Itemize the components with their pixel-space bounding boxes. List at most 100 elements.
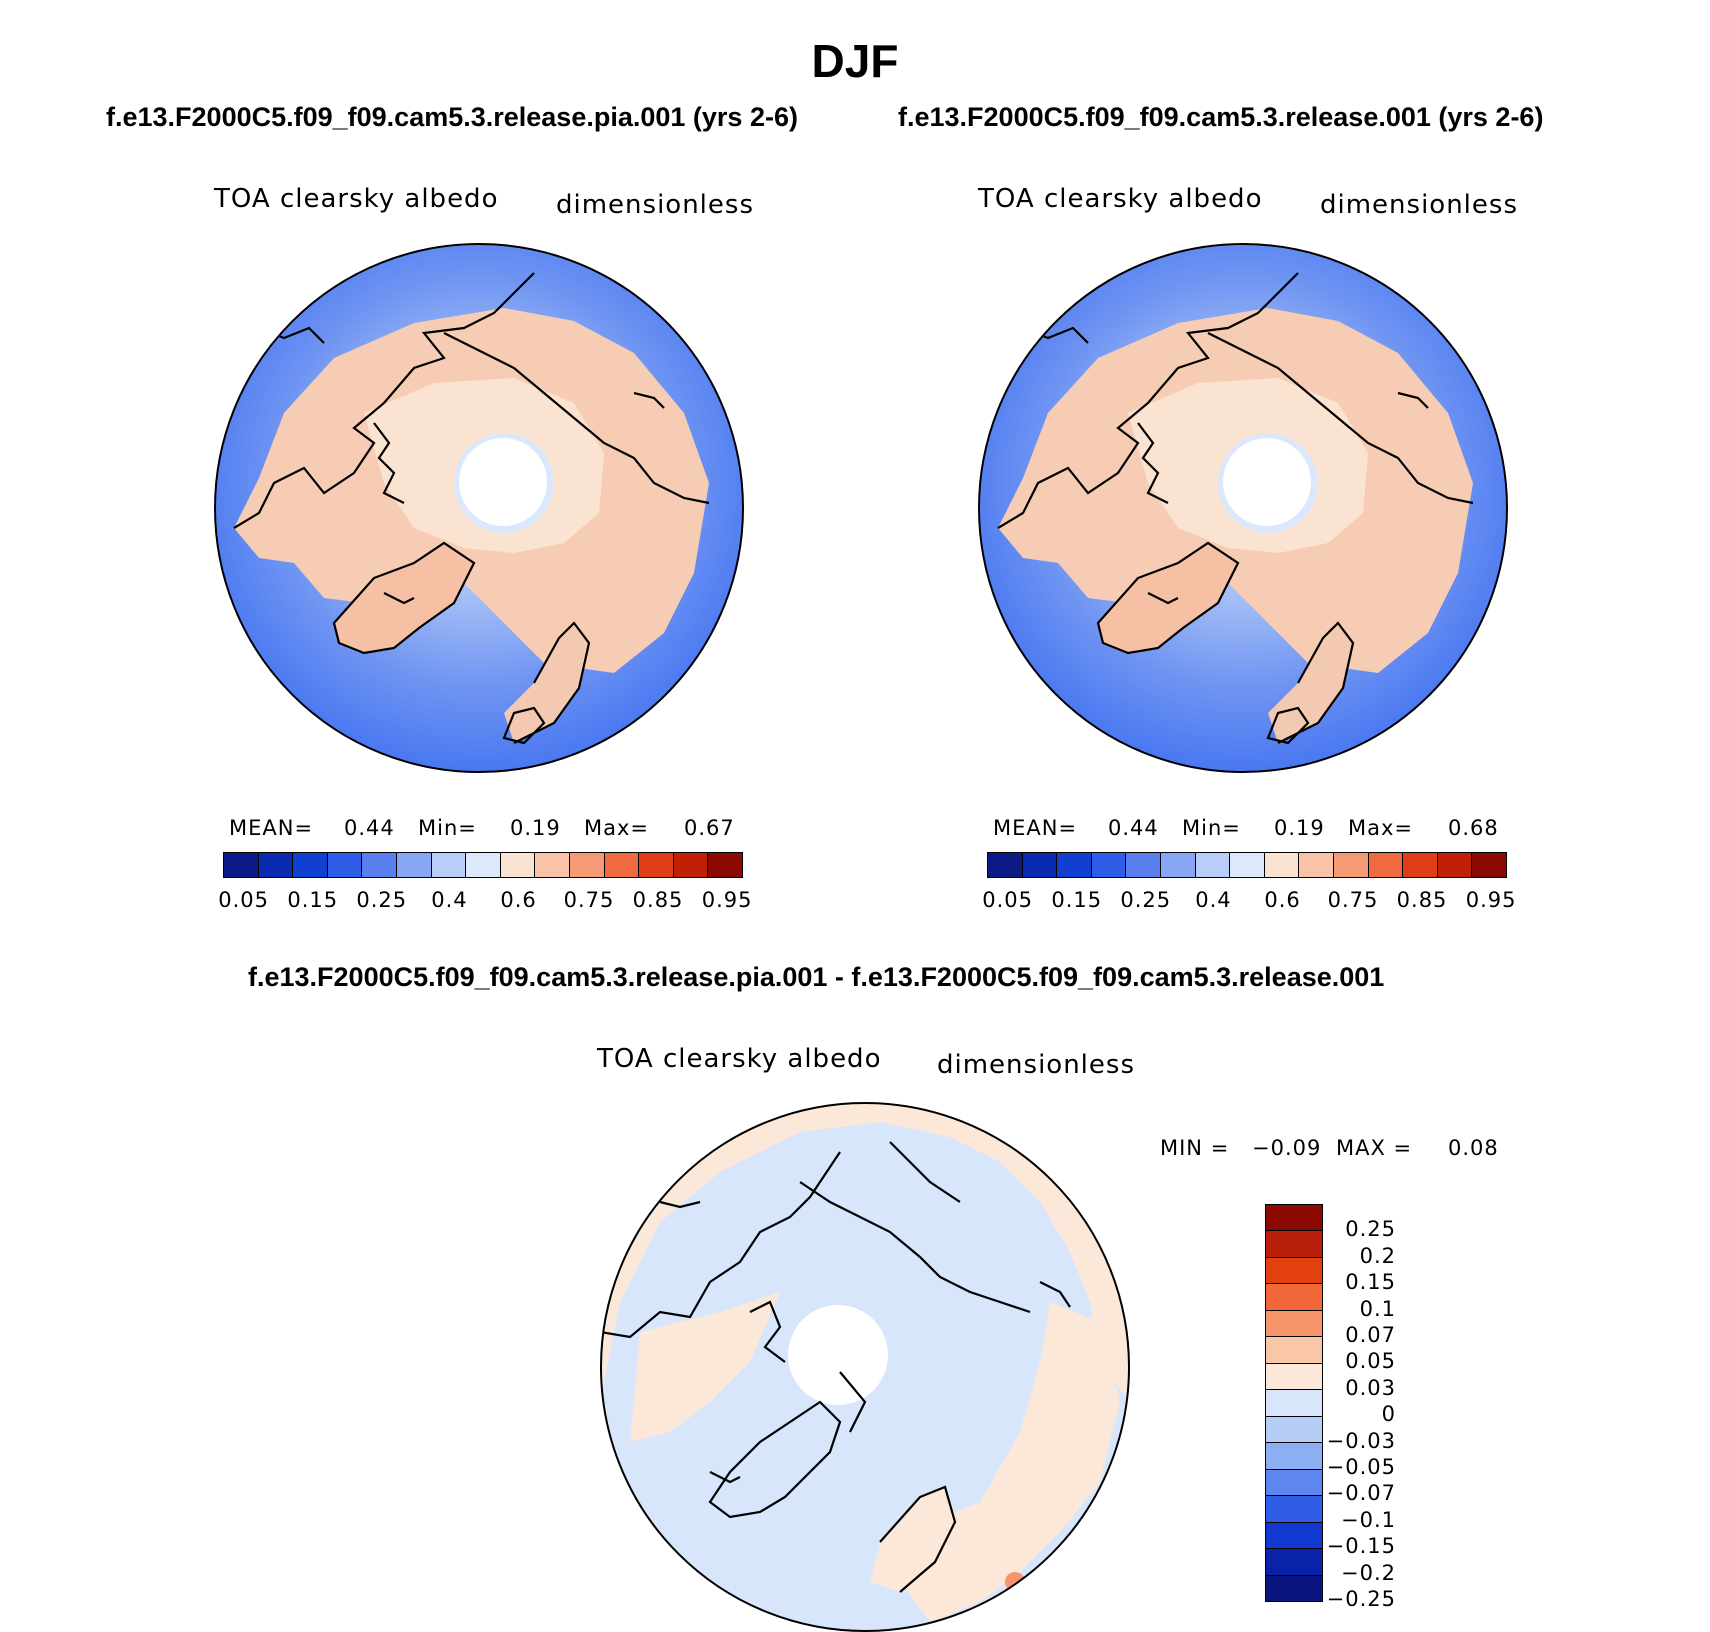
colorbar-swatch bbox=[708, 853, 742, 877]
colorbar-swatch bbox=[258, 853, 294, 877]
colorbar-swatch bbox=[1266, 1522, 1322, 1550]
panel-2-mean-value: 0.44 bbox=[1108, 816, 1159, 840]
colorbar-panel-2 bbox=[987, 852, 1507, 878]
colorbar-swatch bbox=[1266, 1390, 1322, 1417]
colorbar-tick-label: 0.4 bbox=[431, 888, 468, 912]
colorbar-tick-label: 0.25 bbox=[1345, 1217, 1396, 1242]
coastlines bbox=[233, 272, 710, 745]
colorbar-tick-label: 0.15 bbox=[1051, 888, 1103, 912]
colorbar-difference bbox=[1265, 1204, 1323, 1602]
colorbar-tick-label: 0.15 bbox=[287, 888, 339, 912]
polar-map-panel-1 bbox=[214, 243, 744, 773]
colorbar-swatch bbox=[1266, 1337, 1322, 1364]
colorbar-tick-label: 0.15 bbox=[1345, 1270, 1396, 1295]
colorbar-swatch bbox=[500, 853, 536, 877]
diff-min-label: MIN = bbox=[1160, 1136, 1230, 1160]
colorbar-tick-label: 0.2 bbox=[1359, 1243, 1396, 1268]
colorbar-swatch bbox=[604, 853, 640, 877]
colorbar-swatch bbox=[1266, 1549, 1322, 1576]
coastlines bbox=[601, 1141, 1071, 1593]
colorbar-swatch bbox=[1403, 853, 1438, 877]
colorbar-swatch bbox=[1057, 853, 1092, 877]
colorbar-tick-label: 0.07 bbox=[1345, 1323, 1396, 1347]
panel-2-case-title: f.e13.F2000C5.f09_f09.cam5.3.release.001… bbox=[898, 102, 1544, 132]
colorbar-swatch bbox=[673, 853, 709, 877]
colorbar-tick-label: 0.05 bbox=[1345, 1349, 1396, 1374]
colorbar-swatch bbox=[1368, 853, 1404, 877]
colorbar-tick-label: 0.6 bbox=[1264, 888, 1301, 912]
positive-difference-region-2 bbox=[630, 1292, 780, 1442]
colorbar-swatch bbox=[362, 853, 397, 877]
colorbar-swatch bbox=[1266, 1231, 1322, 1258]
colorbar-swatch bbox=[535, 853, 570, 877]
colorbar-swatch bbox=[1437, 853, 1473, 877]
colorbar-swatch bbox=[1266, 1257, 1322, 1285]
colorbar-tick-label: −0.15 bbox=[1326, 1534, 1396, 1559]
colorbar-tick-label: 0.05 bbox=[982, 888, 1034, 912]
europe-land-region bbox=[504, 623, 589, 743]
greenland-region bbox=[1098, 543, 1238, 653]
colorbar-tick-label: 0.6 bbox=[500, 888, 537, 912]
colorbar-tick-label: 0.25 bbox=[1120, 888, 1172, 912]
pole-hole bbox=[1223, 438, 1311, 526]
panel-2-variable-label: TOA clearsky albedo bbox=[978, 184, 1263, 214]
panel-2-max-label: Max= bbox=[1348, 816, 1414, 840]
colorbar-tick-label: −0.2 bbox=[1341, 1560, 1396, 1585]
colorbar-tick-label: 0.03 bbox=[1345, 1375, 1396, 1400]
pole-hole bbox=[788, 1305, 888, 1405]
colorbar-swatch bbox=[1022, 853, 1058, 877]
colorbar-swatch bbox=[1472, 853, 1506, 877]
panel-1-min-label: Min= bbox=[418, 816, 477, 840]
diff-min-value: −0.09 bbox=[1252, 1136, 1322, 1160]
colorbar-tick-label: 0.4 bbox=[1195, 888, 1232, 912]
colorbar-tick-label: 0.85 bbox=[1396, 888, 1448, 912]
colorbar-swatch bbox=[396, 853, 432, 877]
diff-max-value: 0.08 bbox=[1448, 1136, 1499, 1160]
panel-2-min-label: Min= bbox=[1182, 816, 1241, 840]
colorbar-swatch bbox=[1266, 1284, 1322, 1311]
panel-2-units-label: dimensionless bbox=[1320, 190, 1518, 220]
diff-case-title: f.e13.F2000C5.f09_f09.cam5.3.release.pia… bbox=[248, 962, 1385, 992]
panel-2-min-value: 0.19 bbox=[1274, 816, 1325, 840]
colorbar-swatch bbox=[1266, 1363, 1322, 1391]
colorbar-swatch bbox=[1126, 853, 1161, 877]
colorbar-panel-1 bbox=[223, 852, 743, 878]
panel-1-mean-value: 0.44 bbox=[344, 816, 395, 840]
colorbar-swatch bbox=[224, 853, 259, 877]
diff-variable-label: TOA clearsky albedo bbox=[597, 1044, 882, 1074]
colorbar-swatch bbox=[327, 853, 363, 877]
colorbar-swatch bbox=[466, 853, 501, 877]
colorbar-tick-label: 0.75 bbox=[563, 888, 615, 912]
colorbar-swatch bbox=[1160, 853, 1196, 877]
colorbar-swatch bbox=[293, 853, 328, 877]
colorbar-tick-label: 0.25 bbox=[356, 888, 408, 912]
panel-1-variable-label: TOA clearsky albedo bbox=[214, 184, 499, 214]
colorbar-tick-label: 0.95 bbox=[1465, 888, 1517, 912]
polar-map-difference bbox=[600, 1102, 1130, 1632]
europe-land-region bbox=[1268, 623, 1353, 743]
panel-2-max-value: 0.68 bbox=[1448, 816, 1499, 840]
colorbar-swatch bbox=[1266, 1205, 1322, 1232]
colorbar-tick-label: 0.75 bbox=[1327, 888, 1379, 912]
colorbar-tick-label: 0.05 bbox=[218, 888, 270, 912]
panel-1-mean-label: MEAN= bbox=[229, 816, 314, 840]
colorbar-swatch bbox=[1266, 1310, 1322, 1338]
diff-units-label: dimensionless bbox=[937, 1050, 1135, 1080]
colorbar-tick-label: 0.95 bbox=[701, 888, 753, 912]
panel-1-max-label: Max= bbox=[584, 816, 650, 840]
colorbar-swatch bbox=[1091, 853, 1127, 877]
panel-1-units-label: dimensionless bbox=[556, 190, 754, 220]
figure-title: DJF bbox=[811, 35, 899, 87]
map-boundary bbox=[978, 243, 1508, 773]
coastlines bbox=[997, 272, 1474, 745]
panel-1-max-value: 0.67 bbox=[684, 816, 735, 840]
colorbar-swatch bbox=[1299, 853, 1334, 877]
colorbar-tick-label: −0.25 bbox=[1326, 1587, 1396, 1611]
colorbar-swatch bbox=[569, 853, 605, 877]
colorbar-swatch bbox=[1266, 1575, 1322, 1602]
colorbar-tick-label: −0.05 bbox=[1326, 1455, 1396, 1479]
panel-1-case-title: f.e13.F2000C5.f09_f09.cam5.3.release.pia… bbox=[106, 102, 798, 132]
panel-2-mean-label: MEAN= bbox=[993, 816, 1078, 840]
colorbar-swatch bbox=[1333, 853, 1369, 877]
greenland-region bbox=[334, 543, 474, 653]
